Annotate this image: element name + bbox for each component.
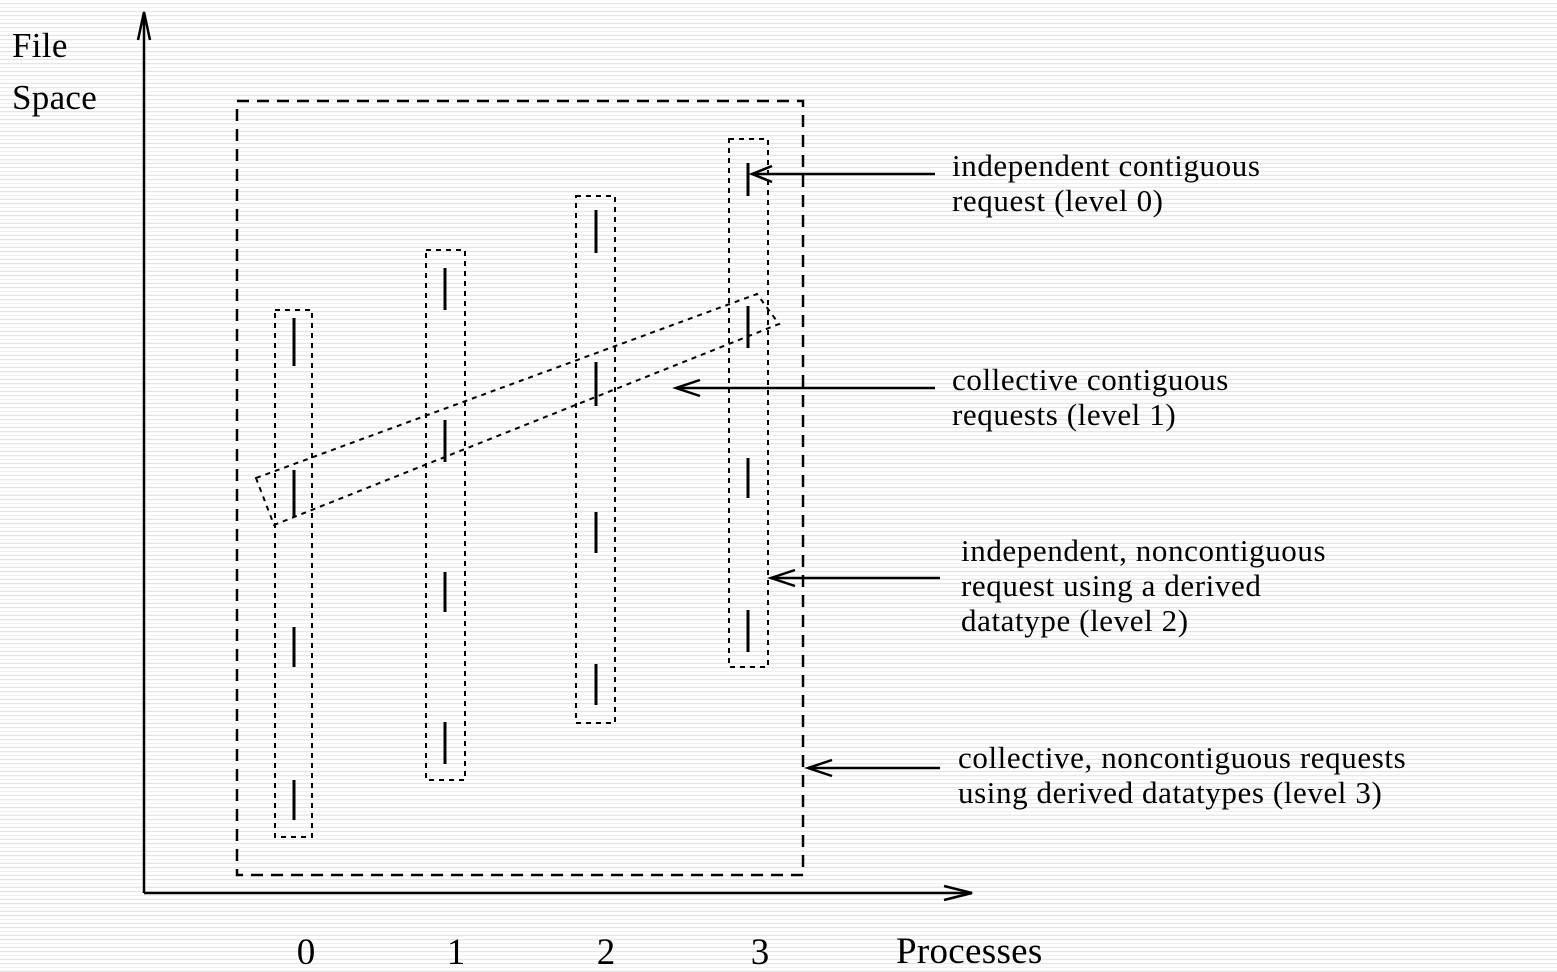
- annotation-level3: collective, noncontiguous requests using…: [958, 740, 1406, 810]
- annotation-level0-line: independent contiguous: [952, 148, 1261, 183]
- annotation-level1: collective contiguous requests (level 1): [952, 362, 1229, 432]
- x-tick-2: 2: [596, 932, 616, 972]
- annotation-level0-line: request (level 0): [952, 183, 1164, 218]
- x-tick-3: 3: [750, 932, 770, 972]
- process-0-column: [274, 309, 313, 838]
- annotation-level2-line: datatype (level 2): [961, 603, 1189, 638]
- y-axis-label-line2: Space: [12, 78, 98, 117]
- annotation-level1-line: requests (level 1): [952, 397, 1177, 432]
- annotation-level2-line: independent, noncontiguous: [961, 533, 1327, 568]
- level0-arrow-head: [748, 164, 773, 184]
- x-axis-label: Processes: [896, 931, 1043, 972]
- y-axis-label: File Space: [12, 28, 97, 116]
- x-tick-1: 1: [446, 932, 466, 972]
- level3-outer-box: [235, 99, 805, 877]
- annotation-level1-line: collective contiguous: [952, 362, 1229, 397]
- annotation-level3-line: using derived datatypes (level 3): [958, 775, 1383, 810]
- level1-arrow-head: [672, 378, 701, 398]
- annotation-level2: independent, noncontiguous request using…: [961, 533, 1326, 638]
- process-2-column: [575, 195, 616, 724]
- y-axis-arrowhead: [136, 11, 152, 41]
- annotation-level3-line: collective, noncontiguous requests: [958, 740, 1407, 775]
- process-1-column: [425, 249, 466, 781]
- level2-arrow-head: [767, 568, 796, 588]
- annotation-level2-line: request using a derived: [961, 568, 1262, 603]
- process-3-column: [728, 138, 769, 668]
- x-axis-arrowhead: [943, 884, 973, 902]
- x-tick-0: 0: [296, 932, 316, 972]
- level1-collective-band: [254, 292, 781, 527]
- level3-arrow-head: [804, 758, 833, 778]
- annotation-level0: independent contiguous request (level 0): [952, 148, 1261, 218]
- y-axis-label-line1: File: [12, 26, 68, 65]
